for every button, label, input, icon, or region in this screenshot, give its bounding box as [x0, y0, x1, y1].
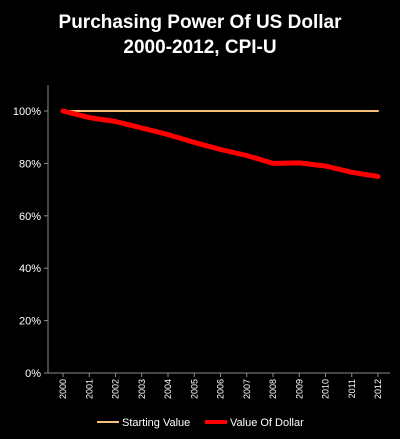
x-tick-label: 2001	[84, 379, 94, 399]
legend-label: Value Of Dollar	[230, 417, 304, 429]
x-tick-label: 2010	[321, 379, 331, 399]
x-tick-label: 2003	[137, 379, 147, 399]
x-tick-label: 2011	[347, 379, 357, 398]
series-line-value-of-dollar	[60, 108, 381, 179]
x-tick-label: 2006	[216, 379, 226, 399]
chart-title-line2: 2000-2012, CPI-U	[123, 37, 277, 58]
y-axis-ticks: 0% 20% 40% 60% 80% 100%	[13, 106, 48, 380]
y-tick-label: 100%	[13, 106, 41, 118]
legend-label: Starting Value	[122, 417, 190, 429]
y-tick-label: 20%	[19, 316, 41, 328]
legend: Starting Value Value Of Dollar	[97, 417, 304, 429]
x-tick-label: 2002	[111, 379, 121, 399]
x-tick-label: 2009	[294, 379, 304, 399]
chart-title-line1: Purchasing Power Of US Dollar	[58, 12, 342, 33]
x-tick-label: 2000	[58, 379, 68, 399]
x-tick-label: 2008	[268, 379, 278, 399]
x-tick-label: 2012	[373, 379, 383, 399]
y-tick-label: 0%	[25, 368, 41, 380]
chart-title: Purchasing Power Of US Dollar 2000-2012,…	[0, 10, 400, 60]
y-tick-label: 60%	[19, 211, 41, 223]
y-tick-label: 80%	[19, 158, 41, 170]
x-axis-ticks: 2000 2001 2002 2003 2004 2005 2006 2007 2008 2009…	[58, 373, 383, 399]
x-tick-label: 2005	[189, 379, 199, 399]
x-tick-label: 2004	[163, 379, 173, 399]
series-layer	[60, 108, 381, 179]
chart-axes	[47, 85, 390, 374]
x-tick-label: 2007	[242, 379, 252, 399]
y-tick-label: 40%	[19, 263, 41, 275]
